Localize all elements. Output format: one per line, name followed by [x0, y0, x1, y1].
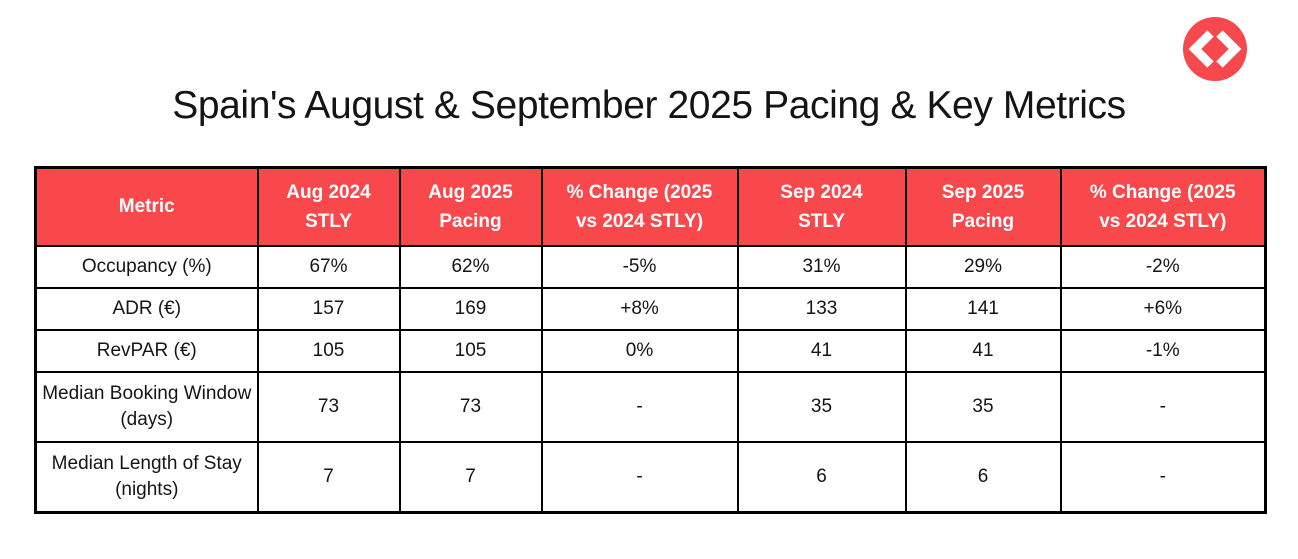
header-cell-sep-2024-stly: Sep 2024 STLY: [736, 166, 907, 247]
metric-cell: Median Length of Stay (nights): [34, 441, 259, 514]
value-cell: 7: [256, 441, 401, 514]
metrics-table: Metric Aug 2024 STLY Aug 2025 Pacing % C…: [34, 166, 1267, 514]
value-cell: -: [1059, 371, 1267, 443]
metric-cell: RevPAR (€): [34, 329, 259, 373]
value-cell: 62%: [398, 245, 543, 289]
header-cell-sep-pct-change: % Change (2025 vs 2024 STLY): [1059, 166, 1267, 247]
value-cell: 41: [904, 329, 1062, 373]
value-cell: +8%: [540, 287, 739, 331]
value-cell: -2%: [1059, 245, 1267, 289]
value-cell: -1%: [1059, 329, 1267, 373]
page-title: Spain's August & September 2025 Pacing &…: [172, 84, 1126, 127]
table-row-adr: ADR (€) 157 169 +8% 133 141 +6%: [34, 287, 1267, 331]
value-cell: 35: [904, 371, 1062, 443]
code-brackets-icon: [1183, 17, 1247, 81]
header-cell-aug-2024-stly: Aug 2024 STLY: [256, 166, 401, 247]
table-row-median-length-of-stay: Median Length of Stay (nights) 7 7 - 6 6…: [34, 441, 1267, 514]
value-cell: -5%: [540, 245, 739, 289]
value-cell: 141: [904, 287, 1062, 331]
value-cell: 29%: [904, 245, 1062, 289]
header-cell-aug-2025-pacing: Aug 2025 Pacing: [398, 166, 543, 247]
value-cell: 73: [398, 371, 543, 443]
value-cell: 157: [256, 287, 401, 331]
table-header-row: Metric Aug 2024 STLY Aug 2025 Pacing % C…: [34, 166, 1267, 247]
value-cell: 105: [398, 329, 543, 373]
header-cell-metric: Metric: [34, 166, 259, 247]
table-row-median-booking-window: Median Booking Window (days) 73 73 - 35 …: [34, 371, 1267, 443]
metric-cell: Occupancy (%): [34, 245, 259, 289]
value-cell: 105: [256, 329, 401, 373]
value-cell: 6: [904, 441, 1062, 514]
value-cell: 6: [736, 441, 907, 514]
header-cell-aug-pct-change: % Change (2025 vs 2024 STLY): [540, 166, 739, 247]
value-cell: 133: [736, 287, 907, 331]
table-row-revpar: RevPAR (€) 105 105 0% 41 41 -1%: [34, 329, 1267, 373]
value-cell: 7: [398, 441, 543, 514]
value-cell: -: [540, 441, 739, 514]
value-cell: 73: [256, 371, 401, 443]
value-cell: 35: [736, 371, 907, 443]
value-cell: 31%: [736, 245, 907, 289]
header-cell-sep-2025-pacing: Sep 2025 Pacing: [904, 166, 1062, 247]
metric-cell: Median Booking Window (days): [34, 371, 259, 443]
value-cell: 169: [398, 287, 543, 331]
value-cell: -: [540, 371, 739, 443]
value-cell: 0%: [540, 329, 739, 373]
brand-logo: [1183, 17, 1247, 81]
value-cell: -: [1059, 441, 1267, 514]
metric-cell: ADR (€): [34, 287, 259, 331]
value-cell: +6%: [1059, 287, 1267, 331]
table-row-occupancy: Occupancy (%) 67% 62% -5% 31% 29% -2%: [34, 245, 1267, 289]
value-cell: 67%: [256, 245, 401, 289]
value-cell: 41: [736, 329, 907, 373]
